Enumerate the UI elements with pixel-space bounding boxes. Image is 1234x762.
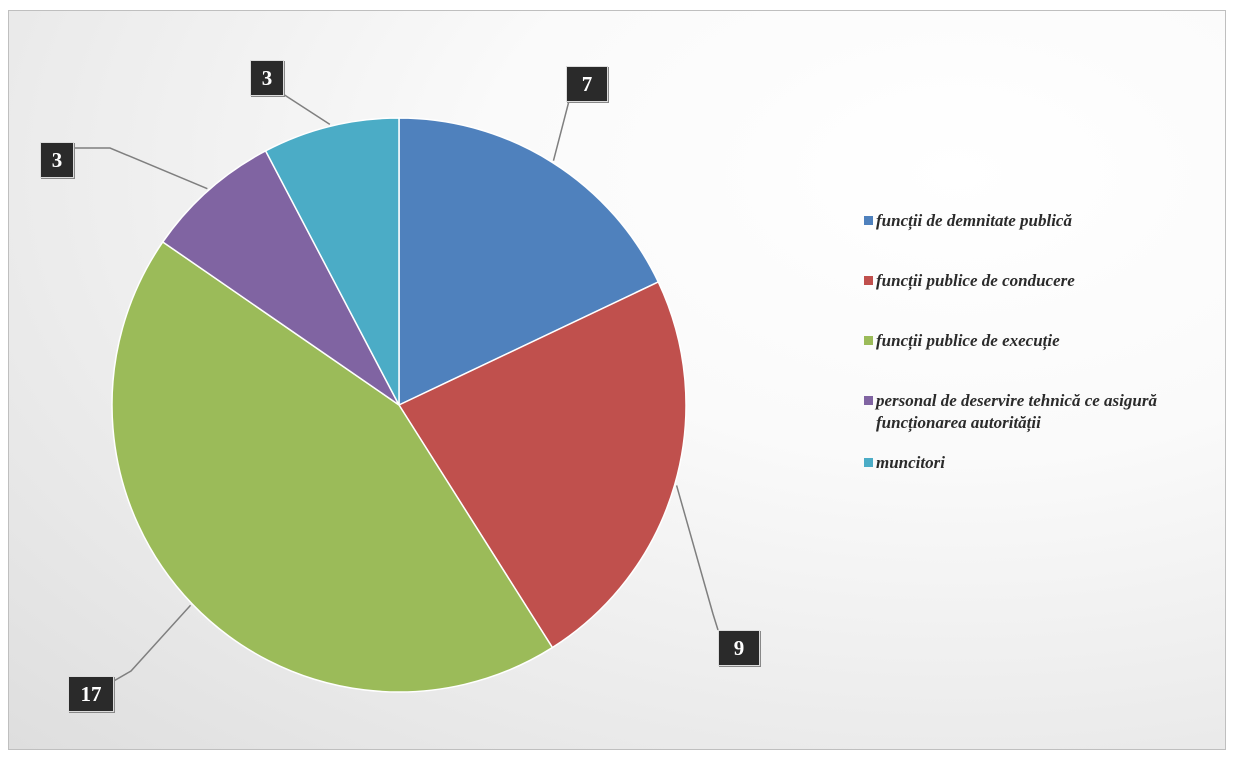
- data-label-executie: 17: [68, 676, 114, 712]
- legend-item-demnitate: funcții de demnitate publică: [864, 210, 1214, 232]
- legend-swatch: [864, 396, 873, 405]
- legend-label: funcții publice de conducere: [876, 271, 1075, 290]
- legend-swatch: [864, 276, 873, 285]
- pie-slice-personal: [161, 149, 400, 406]
- legend-item-executie: funcții publice de execuție: [864, 330, 1214, 352]
- pie-slice-executie: [111, 240, 554, 693]
- legend-label: funcții de demnitate publică: [876, 211, 1072, 230]
- pie-slice-conducere: [397, 280, 687, 649]
- legend-swatch: [864, 216, 873, 225]
- leader-line-personal: [72, 147, 208, 190]
- data-label-personal: 3: [40, 142, 74, 178]
- legend-label: personal de deservire tehnică ce asigură…: [876, 391, 1157, 432]
- data-label-demnitate: 7: [566, 66, 608, 102]
- legend-swatch: [864, 458, 873, 467]
- data-label-conducere: 9: [718, 630, 760, 666]
- legend: funcții de demnitate publică funcții pub…: [864, 210, 1214, 474]
- legend-item-muncitori: muncitori: [864, 452, 1214, 474]
- leader-line-conducere: [675, 485, 719, 631]
- legend-label: funcții publice de execuție: [876, 331, 1060, 350]
- leader-line-executie: [111, 604, 192, 683]
- legend-item-personal: personal de deservire tehnică ce asigură…: [864, 390, 1216, 434]
- leader-line-muncitori: [279, 91, 331, 126]
- legend-swatch: [864, 336, 873, 345]
- pie-slice-demnitate: [398, 117, 660, 407]
- legend-item-conducere: funcții publice de conducere: [864, 270, 1214, 292]
- legend-label: muncitori: [876, 453, 945, 472]
- data-label-muncitori: 3: [250, 60, 284, 96]
- pie-slice-muncitori: [264, 117, 400, 406]
